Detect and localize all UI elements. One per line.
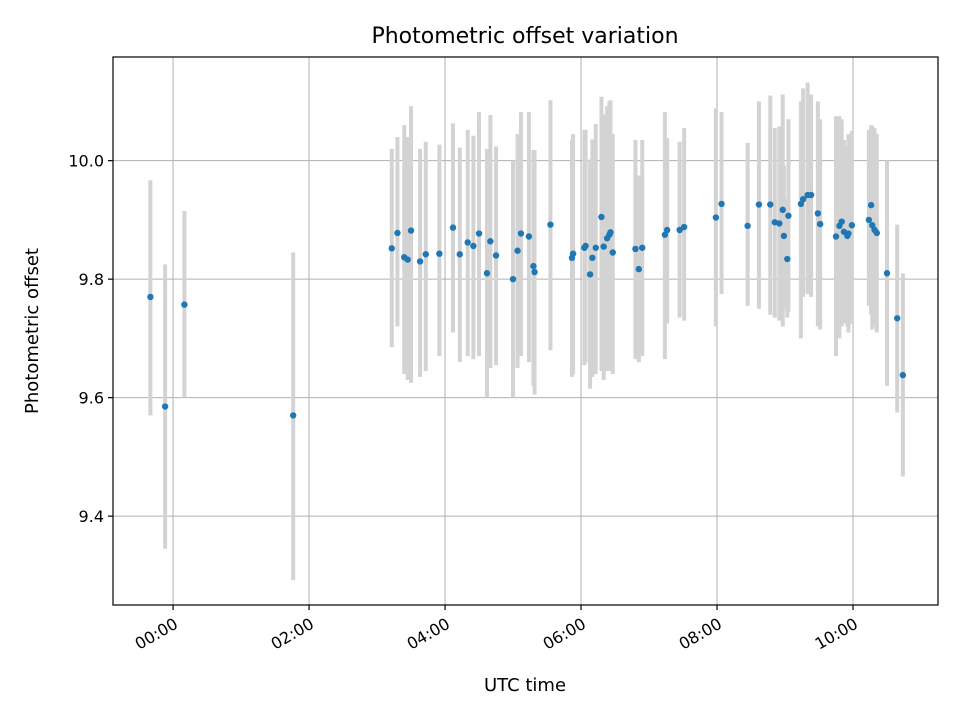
data-point xyxy=(161,403,169,410)
chart-title: Photometric offset variation xyxy=(371,24,678,49)
data-point xyxy=(816,220,824,228)
data-point xyxy=(899,371,907,379)
data-point xyxy=(456,251,463,258)
data-point xyxy=(680,223,688,231)
data-point xyxy=(181,301,188,308)
data-point xyxy=(388,245,395,252)
data-point xyxy=(744,222,751,230)
data-point xyxy=(776,220,783,227)
x-axis-label: UTC time xyxy=(484,675,566,696)
data-point xyxy=(784,255,791,263)
data-point xyxy=(422,251,429,258)
data-point xyxy=(586,271,594,278)
data-point xyxy=(712,214,720,221)
data-point xyxy=(838,218,845,225)
data-point xyxy=(416,258,424,265)
data-point xyxy=(531,268,538,276)
data-point xyxy=(470,242,477,250)
data-point xyxy=(436,250,443,257)
data-point xyxy=(799,195,807,203)
y-tick-label: 9.8 xyxy=(79,270,104,289)
data-points xyxy=(147,191,907,419)
data-point xyxy=(289,412,297,419)
data-point xyxy=(718,200,725,208)
data-point xyxy=(449,224,457,231)
data-point xyxy=(404,256,411,263)
y-axis-ticks: 9.4 9.6 9.8 10.0 xyxy=(68,152,113,526)
data-point xyxy=(785,212,792,219)
data-point xyxy=(865,216,873,224)
data-point xyxy=(609,249,616,256)
data-point xyxy=(873,229,881,237)
data-point xyxy=(483,270,491,277)
y-tick-label: 9.4 xyxy=(79,507,104,526)
data-point xyxy=(767,201,774,208)
data-point xyxy=(676,226,683,234)
data-point xyxy=(755,201,763,208)
data-point xyxy=(894,315,901,322)
data-point xyxy=(569,250,577,257)
data-point xyxy=(797,200,805,208)
data-point xyxy=(492,252,500,259)
y-axis-label: Photometric offset xyxy=(22,248,43,414)
data-point xyxy=(530,262,537,270)
plot-frame xyxy=(112,56,939,606)
data-point xyxy=(848,222,856,229)
data-point xyxy=(525,233,533,240)
data-point xyxy=(663,226,671,234)
y-tick-label: 10.0 xyxy=(68,152,104,171)
data-point xyxy=(598,213,605,221)
data-point xyxy=(514,247,521,254)
y-tick-label: 9.6 xyxy=(79,389,104,408)
data-point xyxy=(845,230,852,237)
data-point xyxy=(883,270,891,277)
data-point xyxy=(589,254,596,262)
data-point xyxy=(779,206,786,214)
data-point xyxy=(592,244,599,251)
data-point xyxy=(407,227,415,234)
data-point xyxy=(814,210,822,217)
data-point xyxy=(509,275,517,283)
data-point xyxy=(661,231,669,238)
data-point xyxy=(635,265,643,273)
data-point xyxy=(600,243,607,250)
data-point xyxy=(487,238,494,245)
data-point xyxy=(639,244,646,251)
data-point xyxy=(807,191,815,199)
data-point xyxy=(867,201,875,209)
data-point xyxy=(780,232,788,240)
data-point xyxy=(147,293,154,301)
data-point xyxy=(517,230,525,237)
data-point xyxy=(832,233,840,240)
data-point xyxy=(607,229,614,236)
data-point xyxy=(547,221,554,228)
data-point xyxy=(394,229,401,237)
data-point xyxy=(632,245,639,253)
data-point xyxy=(869,222,876,229)
data-point xyxy=(582,242,589,250)
data-point xyxy=(464,239,471,246)
data-point xyxy=(475,230,483,237)
